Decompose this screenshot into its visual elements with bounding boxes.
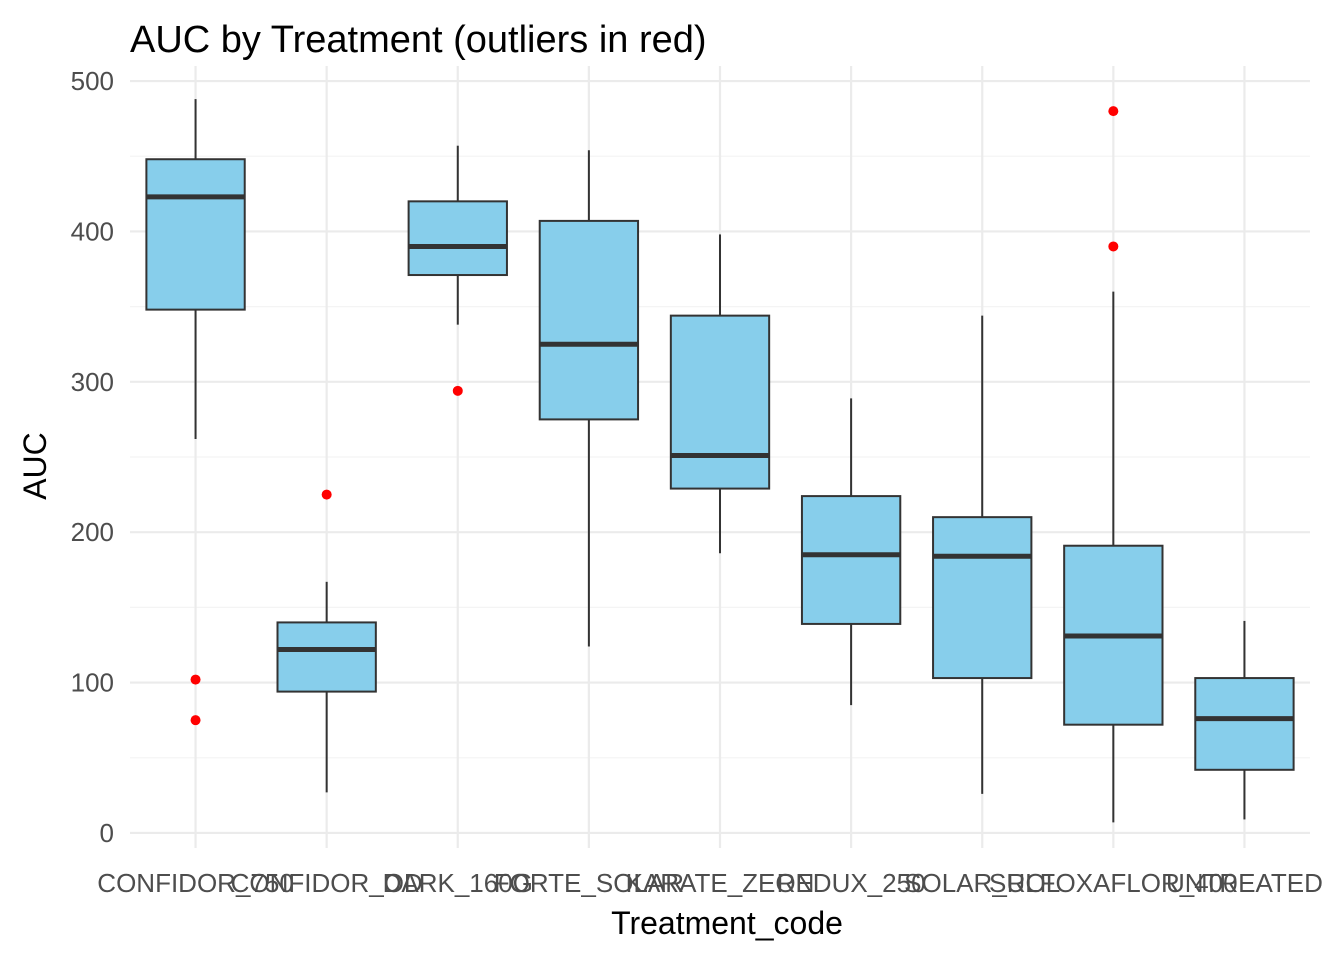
- y-tick-label: 200: [71, 517, 114, 547]
- box-sulfoxaflor_400: [1063, 106, 1164, 823]
- box-iqr: [276, 621, 377, 693]
- x-tick-label: CONFIDOR_750: [97, 868, 294, 898]
- box-dark_160g: [407, 145, 508, 396]
- boxes-layer: [145, 99, 1295, 823]
- outlier-point: [1108, 106, 1119, 117]
- x-tick-label: UNTREATED: [1166, 868, 1323, 898]
- x-tick-label: CONFIDOR_OD: [231, 868, 423, 898]
- outlier-point: [321, 489, 332, 500]
- box-iqr: [145, 158, 246, 311]
- box-solar_rol: [932, 315, 1033, 794]
- x-tick-label: KARATE_ZEON: [626, 868, 815, 898]
- box-confidor_od: [276, 489, 377, 793]
- x-tick-label: REDUX_250: [777, 868, 926, 898]
- chart-title: AUC by Treatment (outliers in red): [130, 19, 707, 61]
- y-tick-label: 400: [71, 216, 114, 246]
- y-axis-title: AUC: [17, 432, 53, 500]
- box-iqr: [932, 516, 1033, 680]
- box-iqr: [800, 495, 902, 625]
- outlier-point: [190, 674, 201, 685]
- outlier-point: [452, 385, 463, 396]
- y-tick-label: 0: [100, 818, 114, 848]
- box-untreated: [1194, 620, 1295, 820]
- y-axis-ticks: 0 100 200 300 400 500: [71, 66, 114, 848]
- y-tick-label: 500: [71, 66, 114, 96]
- box-iqr: [538, 219, 640, 421]
- box-iqr: [1194, 677, 1295, 771]
- box-iqr: [407, 200, 508, 277]
- x-tick-label: DARK_160G: [383, 868, 533, 898]
- x-axis-title: Treatment_code: [611, 905, 843, 941]
- x-tick-label: SOLAR_ROL: [904, 868, 1060, 898]
- y-tick-label: 300: [71, 367, 114, 397]
- outlier-point: [1108, 241, 1119, 252]
- x-axis-ticks: CONFIDOR_750CONFIDOR_ODDARK_160GFORTE_SO…: [97, 868, 1323, 898]
- box-iqr: [669, 314, 771, 490]
- x-tick-label: FORTE_SOLAR: [494, 868, 684, 898]
- x-tick-label: SULFOXAFLOR_400: [989, 868, 1238, 898]
- y-tick-label: 100: [71, 668, 114, 698]
- box-forte_solar: [538, 150, 640, 647]
- box-karate_zeon: [669, 234, 771, 554]
- outlier-point: [190, 715, 201, 726]
- box-confidor_750: [145, 99, 246, 726]
- box-redux_250: [800, 398, 902, 706]
